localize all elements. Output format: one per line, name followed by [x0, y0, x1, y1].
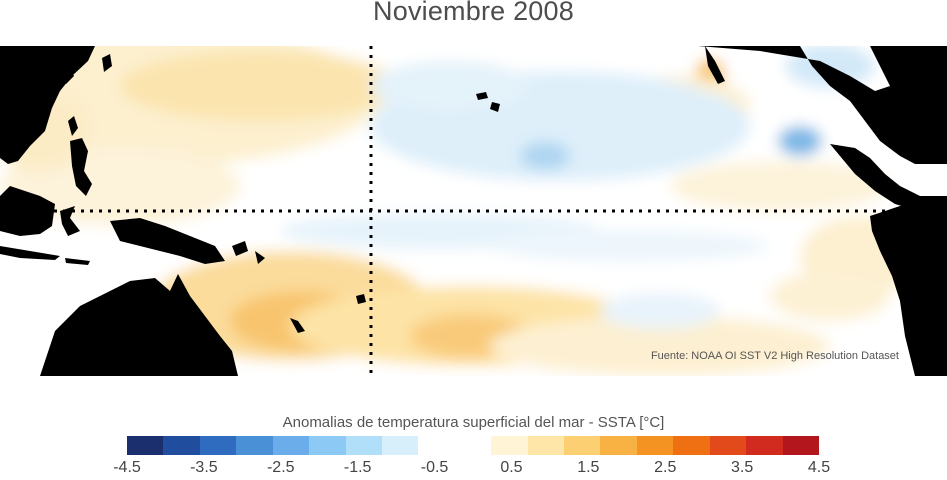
colorbar-tick-label: 4.5 [807, 459, 831, 476]
colorbar-swatch [454, 436, 492, 455]
colorbar-swatch [709, 436, 747, 455]
colorbar-tick-label: 0.5 [500, 459, 523, 476]
colorbar-tick-label: -3.5 [190, 459, 218, 476]
colorbar-tick-label: 2.5 [654, 459, 677, 476]
colorbar-tick-label: -1.5 [343, 459, 372, 476]
colorbar-tick-label: -2.5 [266, 459, 295, 476]
chart-title: Noviembre 2008 [373, 0, 574, 26]
colorbar-label-unit: [°C] [639, 414, 665, 431]
colorbar-swatch [127, 436, 164, 455]
colorbar-swatch [418, 436, 455, 455]
colorbar-swatch [345, 436, 382, 455]
colorbar-tick-label: -0.5 [420, 459, 449, 476]
ssta-map-canvas [0, 46, 947, 376]
colorbar-swatch [199, 436, 237, 455]
colorbar-swatch [746, 436, 783, 455]
source-note: Fuente: NOAA OI SST V2 High Resolution D… [650, 350, 899, 362]
anomaly-field [0, 46, 947, 376]
colorbar-swatch [236, 436, 273, 455]
colorbar-swatch [163, 436, 200, 455]
colorbar-swatch [272, 436, 310, 455]
colorbar-swatch [309, 436, 346, 455]
ssta-map [0, 46, 947, 376]
colorbar-swatch [527, 436, 565, 455]
colorbar-swatch [600, 436, 637, 455]
colorbar-swatch [564, 436, 601, 455]
colorbar-swatch [491, 436, 528, 455]
colorbar-swatch [782, 436, 820, 455]
colorbar-tick-label: 1.5 [577, 459, 600, 476]
colorbar-tick-label: -4.5 [113, 459, 141, 476]
colorbar-swatch [381, 436, 419, 455]
colorbar-swatch [636, 436, 674, 455]
colorbar-label: Anomalias de temperatura superficial del… [0, 414, 947, 431]
colorbar [127, 436, 820, 455]
colorbar-tick-label: 3.5 [730, 459, 754, 476]
colorbar-swatch [673, 436, 710, 455]
colorbar-label-text: Anomalias de temperatura superficial del… [282, 414, 636, 431]
